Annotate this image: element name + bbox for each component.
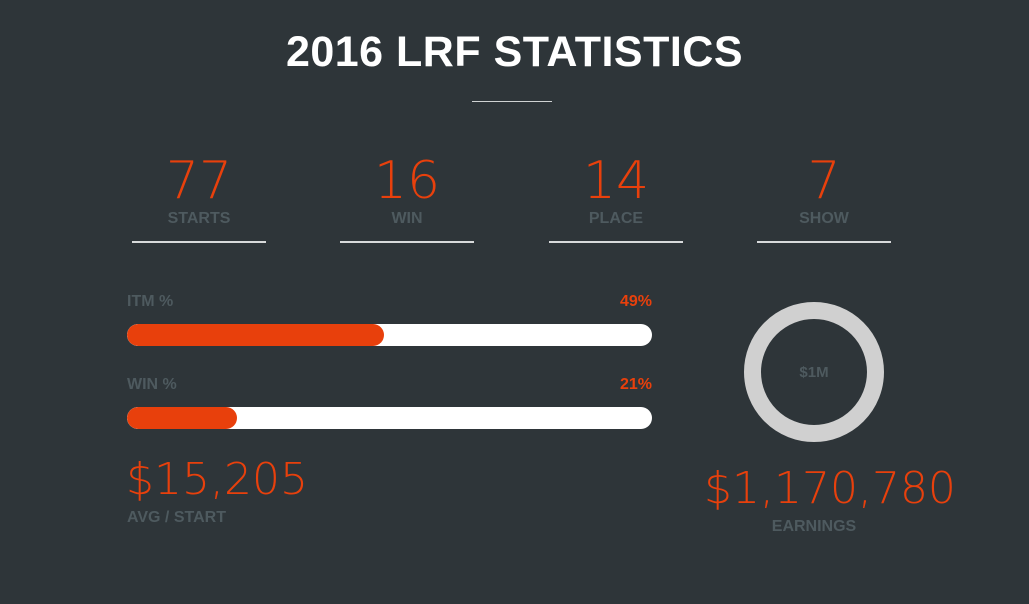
earnings-value: $1,170,780 (704, 463, 956, 514)
stat-label: PLACE (588, 210, 644, 227)
avg-per-start-label: AVG / START (127, 509, 226, 526)
itm-percent: 49% (619, 293, 652, 310)
stat-value: 14 (582, 151, 650, 211)
earnings-label: EARNINGS (771, 518, 857, 535)
avg-per-start-value: $15,205 (126, 454, 308, 505)
earnings-ring: $1M (744, 302, 884, 442)
itm-progress-bar (127, 324, 652, 346)
stat-label: SHOW (799, 210, 849, 227)
stat-place: 14 PLACE (549, 152, 683, 243)
stat-label: STARTS (167, 210, 231, 227)
win-progress-fill (127, 407, 238, 429)
itm-progress-fill (127, 324, 385, 346)
stat-label: WIN (391, 210, 423, 227)
win-percent: 21% (619, 376, 652, 393)
stat-starts: 77 STARTS (132, 152, 266, 243)
ring-label: $1M (799, 363, 829, 381)
win-progress-bar (127, 407, 652, 429)
stat-value: 77 (165, 151, 233, 211)
itm-label: ITM % (127, 293, 174, 310)
title-divider (472, 101, 552, 102)
stat-show: 7 SHOW (757, 152, 891, 243)
stat-win: 16 WIN (340, 152, 474, 243)
win-label: WIN % (127, 376, 177, 393)
stat-value: 7 (807, 151, 841, 211)
page-title: 2016 LRF STATISTICS (285, 28, 744, 76)
stat-value: 16 (373, 151, 441, 211)
